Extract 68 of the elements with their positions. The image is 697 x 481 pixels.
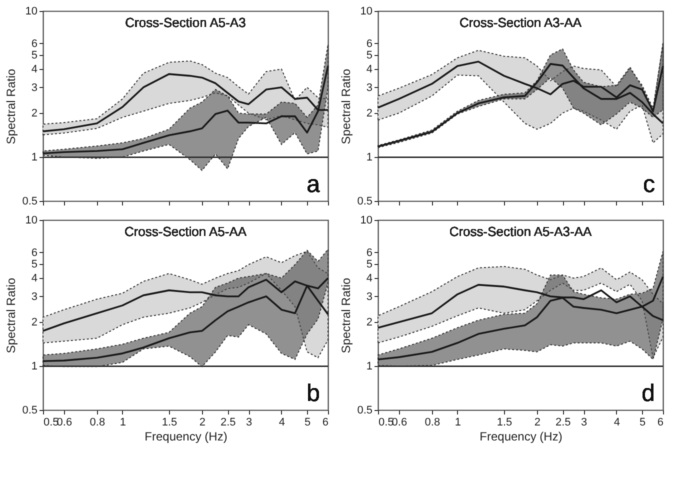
x-tick-label: 0.5 — [378, 416, 394, 428]
x-tick-label: 2 — [534, 416, 541, 428]
x-tick-label: 1 — [120, 416, 126, 428]
y-axis-title: Spectral Ratio — [339, 68, 354, 144]
x-tick-label: 2 — [199, 416, 206, 428]
annotation: a — [306, 171, 321, 198]
y-tick-label: 0.5 — [22, 196, 38, 208]
x-tick-label: 4 — [614, 416, 620, 428]
x-axis-title: Frequency (Hz) — [480, 430, 562, 444]
chart-title: Cross-Section A3-AA — [459, 15, 582, 30]
chart-title: Cross-Section A5-AA — [124, 224, 247, 239]
y-tick-label: 1 — [366, 360, 372, 373]
chart-title: Cross-Section A5-A3-AA — [449, 224, 592, 239]
y-tick-label: 4 — [366, 272, 372, 285]
x-tick-label: 5 — [304, 416, 311, 428]
y-tick-label: 0.5 — [22, 404, 38, 416]
y-tick-label: 2 — [31, 108, 38, 120]
y-tick-label: 6 — [366, 246, 372, 259]
y-tick-label: 5 — [31, 258, 38, 270]
annotation: d — [642, 380, 655, 407]
x-tick-label: 1.5 — [162, 416, 178, 428]
y-tick-label: 3 — [31, 82, 38, 94]
y-tick-label: 3 — [366, 290, 372, 303]
y-tick-label: 4 — [31, 272, 38, 285]
y-tick-label: 0.5 — [357, 196, 372, 208]
x-tick-label: 5 — [640, 416, 646, 428]
annotation: c — [643, 171, 655, 198]
y-tick-label: 3 — [31, 290, 38, 303]
y-tick-label: 10 — [25, 214, 38, 226]
y-tick-label: 6 — [31, 38, 38, 50]
x-tick-label: 2.5 — [220, 416, 236, 428]
y-tick-label: 2 — [366, 316, 372, 329]
y-axis-title: Spectral Ratio — [339, 277, 354, 354]
x-tick-label: 6 — [322, 416, 328, 428]
y-tick-label: 1 — [31, 152, 38, 164]
x-tick-label: 0.5 — [44, 416, 59, 428]
x-tick-label: 0.8 — [424, 416, 440, 428]
x-tick-label: 0.8 — [90, 416, 106, 428]
y-tick-label: 0.5 — [357, 404, 372, 416]
y-axis-title: Spectral Ratio — [4, 277, 18, 354]
y-tick-label: 4 — [366, 64, 372, 76]
y-tick-label: 6 — [366, 38, 372, 50]
y-tick-label: 10 — [360, 6, 372, 18]
x-tick-label: 1.5 — [496, 416, 512, 428]
y-tick-label: 5 — [366, 258, 372, 270]
x-tick-label: 4 — [278, 416, 286, 428]
y-tick-label: 2 — [31, 316, 38, 329]
y-axis-title: Spectral Ratio — [4, 68, 18, 144]
y-tick-label: 1 — [31, 360, 38, 373]
x-tick-label: 3 — [580, 416, 588, 428]
x-tick-label: 2.5 — [555, 416, 571, 428]
x-tick-label: 3 — [246, 416, 252, 428]
x-axis-title: Frequency (Hz) — [144, 430, 228, 444]
chart-title: Cross-Section A5-A3 — [125, 15, 246, 30]
y-tick-label: 1 — [366, 152, 372, 164]
y-tick-label: 6 — [31, 246, 38, 259]
x-tick-label: 1 — [454, 416, 462, 428]
x-tick-label: 6 — [657, 416, 664, 428]
y-tick-label: 2 — [366, 108, 372, 120]
x-tick-label: 0.6 — [56, 416, 72, 428]
y-tick-label: 3 — [366, 82, 372, 94]
y-tick-label: 5 — [366, 49, 372, 62]
y-tick-label: 10 — [360, 214, 372, 226]
y-tick-label: 10 — [25, 6, 38, 18]
y-tick-label: 5 — [31, 49, 38, 62]
x-tick-label: 0.6 — [392, 416, 408, 428]
y-tick-label: 4 — [31, 64, 38, 76]
annotation: b — [306, 380, 320, 407]
